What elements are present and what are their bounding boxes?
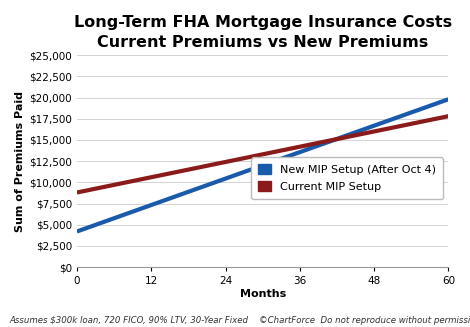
- X-axis label: Months: Months: [240, 289, 286, 299]
- Legend: New MIP Setup (After Oct 4), Current MIP Setup: New MIP Setup (After Oct 4), Current MIP…: [251, 157, 443, 199]
- Text: Assumes $300k loan, 720 FICO, 90% LTV, 30-Year Fixed    ©ChartForce  Do not repr: Assumes $300k loan, 720 FICO, 90% LTV, 3…: [9, 316, 470, 325]
- Y-axis label: Sum of Premiums Paid: Sum of Premiums Paid: [15, 91, 25, 232]
- Title: Long-Term FHA Mortgage Insurance Costs
Current Premiums vs New Premiums: Long-Term FHA Mortgage Insurance Costs C…: [74, 15, 452, 50]
